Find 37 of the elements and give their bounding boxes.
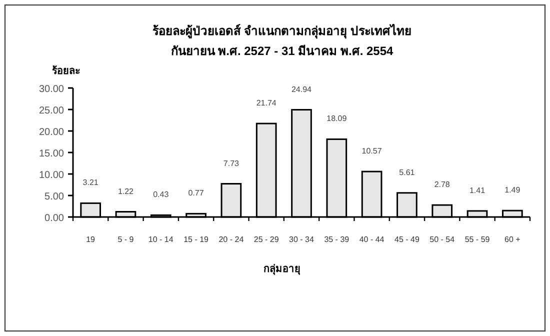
x-tick-label: 20 - 24 (218, 235, 244, 244)
y-tick-label: 0.00 (44, 213, 64, 224)
data-label: 21.74 (256, 98, 277, 108)
x-tick-label: 35 - 39 (324, 235, 350, 244)
data-label: 1.22 (118, 186, 134, 196)
data-label: 7.73 (223, 158, 240, 168)
x-tick-label: 55 - 59 (464, 235, 490, 244)
data-label: 0.43 (153, 190, 170, 200)
data-label: 3.21 (82, 178, 99, 188)
data-label: 24.94 (291, 84, 312, 94)
x-tick-label: 10 - 14 (148, 235, 174, 244)
x-tick-label: 5 - 9 (118, 235, 134, 244)
y-tick-label: 25.00 (38, 106, 64, 116)
y-tick-label: 15.00 (38, 148, 64, 160)
chart-subtitle: กันยายน พ.ศ. 2527 - 31 มีนาคม พ.ศ. 2554 (170, 44, 394, 58)
x-tick-label: 50 - 54 (430, 235, 456, 244)
y-tick-label: 30.00 (38, 84, 64, 95)
data-label: 1.41 (469, 186, 486, 195)
data-label: 1.49 (504, 186, 521, 195)
x-tick-label: 40 - 44 (359, 235, 385, 244)
data-label: 0.77 (188, 188, 204, 198)
chart-title: ร้อยละผู้ป่วยเอดส์ จำแนกตามกลุ่มอายุ ประเทศไทย (152, 23, 412, 39)
x-tick-label: 60 + (504, 235, 521, 244)
x-tick-label: 45 - 49 (394, 235, 420, 244)
data-label: 2.78 (434, 180, 450, 190)
data-label: 10.57 (362, 146, 382, 156)
x-tick-label: 25 - 29 (254, 235, 280, 244)
x-tick-label: 15 - 19 (184, 235, 210, 244)
y-axis-title: ร้อยละ (52, 65, 80, 77)
data-label: 5.61 (399, 168, 416, 177)
y-tick-label: 20.00 (38, 127, 64, 138)
x-tick-label: 30 - 34 (289, 235, 315, 244)
y-tick-label: 10.00 (38, 170, 64, 181)
data-label: 18.09 (326, 114, 348, 124)
x-tick-label: 19 (86, 235, 96, 244)
y-tick-label: 5.00 (44, 192, 64, 202)
x-axis-title: กลุ่มอายุ (264, 263, 300, 275)
